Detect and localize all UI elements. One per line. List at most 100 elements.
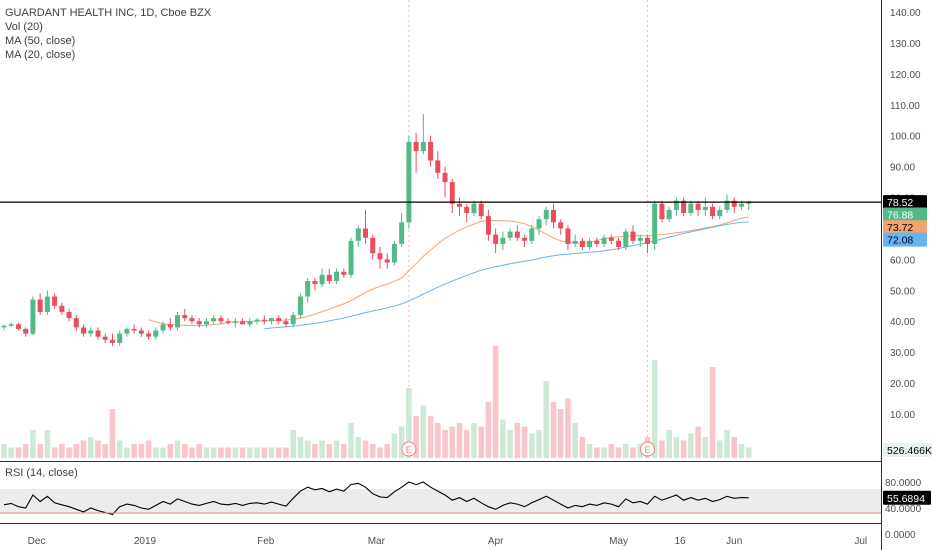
candle-body xyxy=(341,271,347,275)
candle-body xyxy=(189,318,195,322)
volume-bar xyxy=(261,447,268,458)
volume-bar xyxy=(485,402,492,458)
volume-bar xyxy=(579,437,586,458)
volume-bar xyxy=(51,447,58,458)
volume-bar xyxy=(275,447,282,458)
indicator-ma50-label[interactable]: MA (50, close) xyxy=(5,35,76,47)
candle-body xyxy=(124,328,130,334)
candle-body xyxy=(232,321,238,323)
volume-bar xyxy=(1,444,7,458)
volume-bar xyxy=(500,419,506,458)
volume-bar xyxy=(160,447,166,458)
candle-body xyxy=(377,253,383,260)
volume-bar xyxy=(543,381,550,458)
candle-body xyxy=(514,231,520,238)
indicator-volume-label[interactable]: Vol (20) xyxy=(5,21,43,33)
volume-bar xyxy=(463,430,470,458)
candle-body xyxy=(688,203,694,213)
volume-bar xyxy=(449,426,456,458)
candle-body xyxy=(225,321,231,323)
candle-body xyxy=(637,237,643,241)
candle-body xyxy=(160,324,166,331)
time-tick-label: Apr xyxy=(488,536,504,547)
ma20-price-tag-bg xyxy=(883,207,927,222)
candle-body xyxy=(355,228,361,241)
candle-body xyxy=(681,200,687,213)
last-price-tag-bg xyxy=(883,195,927,210)
volume-bar xyxy=(319,440,325,458)
candle-body xyxy=(276,318,282,322)
volume-bar xyxy=(420,405,427,458)
volume-bar xyxy=(355,437,362,458)
volume-bar xyxy=(145,440,152,458)
ma20-price-tag: 76.88 xyxy=(887,210,913,222)
volume-bar xyxy=(341,444,347,458)
candle-body xyxy=(601,237,607,244)
candle-body xyxy=(175,315,181,328)
price-axis[interactable]: 140.00 130.00 120.00 110.00 100.00 90.00 80.00… xyxy=(885,8,922,541)
time-axis[interactable]: Dec 2019 Feb Mar Apr May 16 Jun Jul xyxy=(28,536,868,547)
candle-body xyxy=(616,240,622,248)
candle-body xyxy=(673,200,679,210)
time-tick-label: 16 xyxy=(674,536,686,547)
volume-bar xyxy=(731,437,738,458)
volume-bar xyxy=(297,437,304,458)
volume-bar xyxy=(442,430,448,458)
price-tick-label: 10.00 xyxy=(890,410,915,421)
volume-bar xyxy=(369,444,376,458)
candle-body xyxy=(550,209,556,223)
symbol-title[interactable]: GUARDANT HEALTH INC, 1D, Cboe BZX xyxy=(5,7,212,19)
candle-body xyxy=(478,203,484,217)
volume-bar xyxy=(239,447,246,458)
volume-bar xyxy=(630,447,636,458)
price-tick-label: 30.00 xyxy=(890,348,915,359)
candle-body xyxy=(579,240,585,248)
candle-body xyxy=(644,237,650,244)
price-tick-label: 100.00 xyxy=(890,132,921,143)
candle-body xyxy=(269,318,275,322)
price-tick-label: 40.00 xyxy=(890,317,915,328)
volume-bar xyxy=(406,388,412,458)
volume-bar xyxy=(637,444,644,458)
candle-body xyxy=(464,206,470,213)
volume-bar xyxy=(247,447,253,458)
candle-body xyxy=(283,321,289,325)
rsi-polyline xyxy=(3,481,749,516)
volume-bar xyxy=(30,430,36,458)
indicator-ma20-label[interactable]: MA (20, close) xyxy=(5,49,76,61)
price-tick-label: 140.00 xyxy=(890,8,921,19)
candle-body xyxy=(23,328,29,334)
candle-body xyxy=(146,333,152,337)
volume-bar xyxy=(557,409,564,458)
candle-body xyxy=(182,315,188,319)
price-tick-label: 130.00 xyxy=(890,39,921,50)
candle-body xyxy=(724,200,730,210)
candle-body xyxy=(572,240,578,244)
volume-bar xyxy=(37,444,43,458)
candle-body xyxy=(95,330,101,337)
candle-body xyxy=(363,228,368,238)
volume-bar xyxy=(95,440,101,458)
candle-body xyxy=(305,281,311,297)
candle-body xyxy=(290,315,296,325)
candle-body xyxy=(731,200,737,207)
candle-body xyxy=(312,281,318,285)
candle-body xyxy=(420,141,426,152)
volume-bar xyxy=(326,444,333,458)
volume-bar xyxy=(688,433,694,458)
candle-body xyxy=(594,240,600,244)
volume-bar xyxy=(203,447,210,458)
volume-bar xyxy=(384,444,390,458)
volume-bar xyxy=(22,444,29,458)
rsi-label[interactable]: RSI (14, close) xyxy=(5,467,78,479)
volume-bar xyxy=(167,444,174,458)
candle-body xyxy=(652,203,658,244)
price-tick-label: 60.00 xyxy=(890,255,915,266)
volume-bar xyxy=(218,447,224,458)
volume-bar xyxy=(116,440,123,458)
volume-bar xyxy=(550,402,557,458)
candle-body xyxy=(565,228,571,244)
candle-body xyxy=(630,231,636,241)
